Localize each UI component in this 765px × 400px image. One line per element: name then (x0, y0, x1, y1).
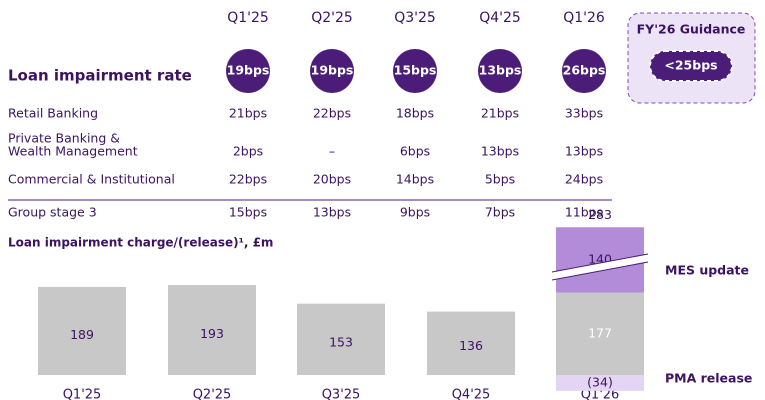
bar (556, 292, 644, 375)
total-label: 283 (588, 207, 612, 222)
column-header: Q1'25 (227, 10, 269, 26)
cell: 33bps (565, 106, 603, 121)
rate-circle (226, 49, 270, 93)
legend-pma: PMA release (665, 371, 752, 386)
bar (427, 311, 515, 375)
data-label: 189 (70, 327, 94, 342)
axis-break-edge (551, 253, 649, 273)
row-label: Group stage 3 (8, 205, 97, 220)
guidance-title: FY'26 Guidance (637, 22, 746, 37)
x-tick-label: Q4'25 (452, 388, 491, 400)
row-label: Retail Banking (8, 106, 98, 121)
cell: 22bps (313, 106, 351, 121)
cell: – (329, 144, 335, 159)
rate-value: 13bps (479, 63, 522, 78)
cell: 7bps (485, 205, 515, 220)
rate-circle (478, 49, 522, 93)
column-header: Q2'25 (311, 10, 353, 26)
bar (38, 286, 126, 375)
bar (297, 303, 385, 375)
column-header: Q4'25 (479, 10, 521, 26)
content: Q1'25 Q2'25 Q3'25 Q4'25 Q1'26 19bps 19bps 15bps… (8, 10, 649, 400)
rate-value: 19bps (227, 63, 270, 78)
rate-circle (393, 49, 437, 93)
cell: 20bps (313, 172, 351, 187)
cell: 2bps (233, 144, 263, 159)
data-label: 177 (588, 325, 612, 340)
x-tick-label: Q3'25 (322, 388, 361, 400)
cell: 15bps (229, 205, 267, 220)
data-label: 193 (200, 326, 224, 341)
cell: 21bps (481, 106, 519, 121)
chart-title: Loan impairment charge/(release)¹, £m (8, 236, 273, 250)
column-header: Q3'25 (394, 10, 436, 26)
column-header: Q1'26 (563, 10, 605, 26)
bar (556, 375, 644, 391)
data-label: 153 (329, 334, 353, 349)
bar (168, 285, 256, 375)
headline-label: Loan impairment rate (8, 67, 192, 85)
cell: 13bps (313, 205, 351, 220)
cell: 24bps (565, 172, 603, 187)
legend-mes: MES update (665, 263, 749, 278)
cell: 11bps (565, 205, 603, 220)
rate-value: 15bps (394, 63, 437, 78)
rate-circle (310, 49, 354, 93)
data-label: (34) (587, 374, 613, 389)
cell: 13bps (565, 144, 603, 159)
x-tick-label: Q2'25 (193, 388, 232, 400)
cell: 5bps (485, 172, 515, 187)
cell: 6bps (400, 144, 430, 159)
guidance-pill (649, 50, 733, 82)
data-label: 136 (459, 338, 483, 353)
x-tick-label: Q1'25 (63, 388, 102, 400)
axis-break-edge (551, 261, 649, 281)
row-label: Commercial & Institutional (8, 172, 175, 187)
cell: 9bps (400, 205, 430, 220)
guidance-value: <25bps (664, 58, 717, 73)
cell: 22bps (229, 172, 267, 187)
rate-value: 19bps (311, 63, 354, 78)
rate-circle (562, 49, 606, 93)
cell: 13bps (481, 144, 519, 159)
axis-break (552, 254, 648, 280)
row-label: Wealth Management (8, 144, 138, 159)
cell: 18bps (396, 106, 434, 121)
rate-value: 26bps (563, 63, 606, 78)
cell: 21bps (229, 106, 267, 121)
row-label: Private Banking & (8, 131, 120, 146)
cell: 14bps (396, 172, 434, 187)
